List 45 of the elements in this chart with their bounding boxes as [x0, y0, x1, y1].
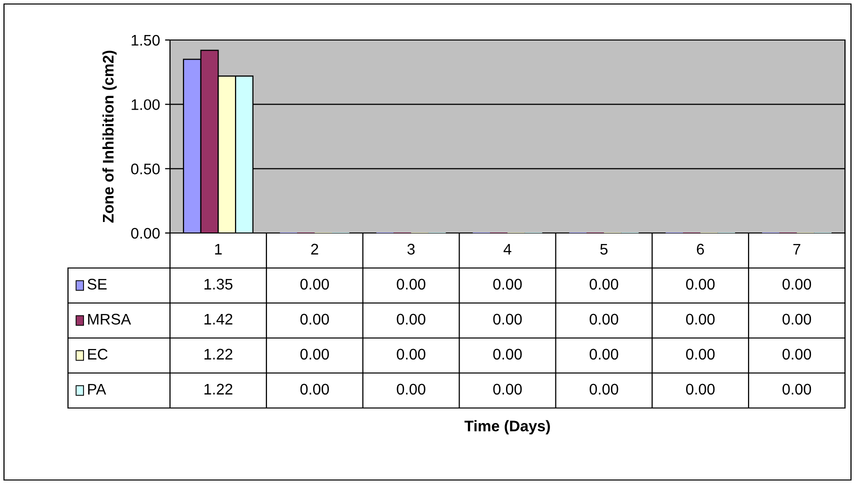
data-label: 0.00 — [590, 314, 618, 325]
data-label: 0.00 — [590, 384, 618, 395]
x-tick-label: 2 — [311, 244, 318, 254]
y-tick-label: 0.50 — [131, 164, 160, 174]
data-label: 0.00 — [782, 314, 812, 325]
x-tick-label: 3 — [407, 244, 415, 255]
data-label: 0.00 — [396, 348, 426, 360]
y-tick-label: 1.50 — [132, 34, 160, 46]
legend-label: EC — [88, 348, 108, 360]
data-label: 0.00 — [782, 348, 812, 360]
data-label: 0.00 — [300, 314, 329, 325]
x-tick-label: 4 — [504, 244, 512, 254]
x-tick-label: 5 — [600, 244, 608, 255]
data-label: 0.00 — [396, 314, 426, 325]
x-tick-label: 7 — [793, 244, 800, 254]
y-tick-label: 1.00 — [132, 99, 160, 110]
x-tick-label: 6 — [696, 244, 704, 255]
legend-label: SE — [88, 278, 107, 290]
text: Time (Days) — [464, 420, 550, 434]
data-label: 0.00 — [396, 384, 426, 395]
data-label: 0.00 — [493, 348, 522, 360]
legend-label: MRSA — [88, 314, 132, 325]
data-label: 0.00 — [300, 384, 329, 395]
data-label: 1.42 — [204, 314, 232, 324]
x-tick-label: 1 — [215, 244, 222, 254]
data-label: 0.00 — [493, 314, 522, 325]
legend-label: PA — [88, 384, 106, 394]
data-label: 0.00 — [300, 348, 329, 360]
data-label: 1.22 — [204, 384, 232, 394]
data-label: 0.00 — [493, 278, 522, 290]
data-label: 0.00 — [782, 384, 812, 395]
data-label: 0.00 — [590, 348, 618, 360]
data-label: 0.00 — [300, 278, 329, 290]
data-label: 0.00 — [782, 278, 812, 290]
y-axis-title: Zone of Inhibition (cm2) — [102, 50, 117, 223]
data-label: 0.00 — [686, 314, 715, 325]
data-label: 0.00 — [396, 278, 426, 290]
data-label: 0.00 — [686, 278, 715, 290]
data-label: 1.35 — [204, 278, 232, 290]
y-tick-label: 0.00 — [131, 228, 160, 239]
data-label: 0.00 — [686, 348, 715, 360]
data-label: 0.00 — [590, 278, 618, 290]
data-label: 0.00 — [493, 384, 522, 395]
data-label: 1.22 — [204, 348, 232, 360]
data-label: 0.00 — [686, 384, 715, 395]
